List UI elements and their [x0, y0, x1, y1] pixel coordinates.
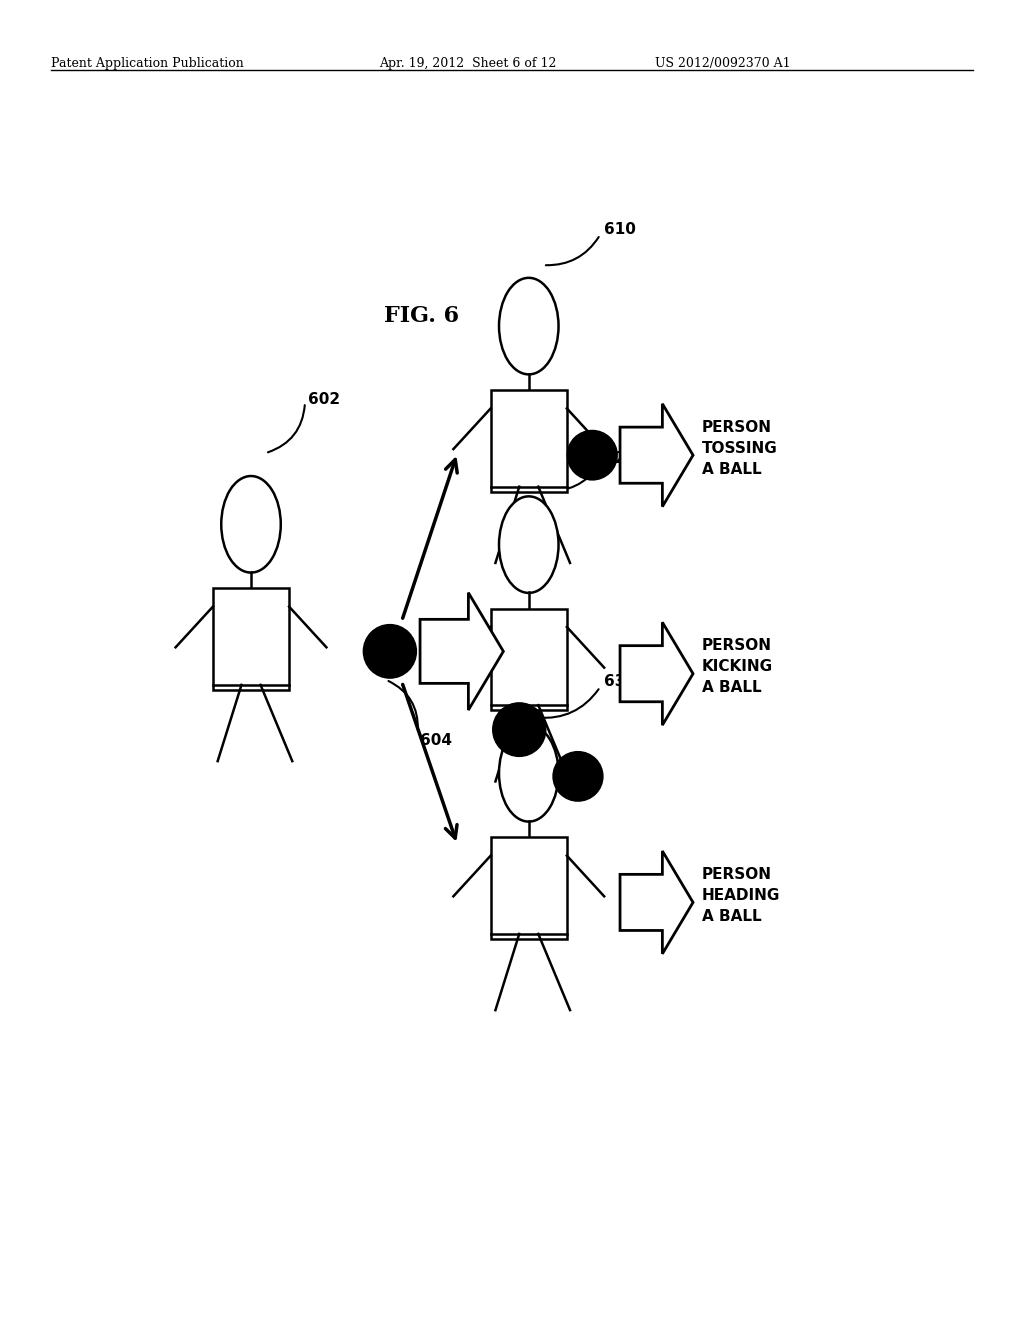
Text: US 2012/0092370 A1: US 2012/0092370 A1	[655, 57, 791, 70]
Ellipse shape	[499, 725, 558, 821]
Text: 602: 602	[308, 392, 340, 407]
Ellipse shape	[499, 277, 558, 375]
Text: Apr. 19, 2012  Sheet 6 of 12: Apr. 19, 2012 Sheet 6 of 12	[379, 57, 556, 70]
Polygon shape	[620, 622, 693, 725]
Bar	[213, 589, 289, 690]
Text: PERSON
KICKING
A BALL: PERSON KICKING A BALL	[701, 638, 773, 696]
Ellipse shape	[364, 624, 416, 677]
Text: Patent Application Publication: Patent Application Publication	[51, 57, 244, 70]
Text: 610: 610	[604, 222, 636, 238]
Text: PERSON
HEADING
A BALL: PERSON HEADING A BALL	[701, 867, 780, 924]
Polygon shape	[620, 851, 693, 954]
Bar	[490, 837, 567, 939]
Bar	[490, 391, 567, 492]
Text: 620: 620	[604, 450, 636, 466]
Polygon shape	[620, 404, 693, 507]
Bar	[490, 609, 567, 710]
Ellipse shape	[567, 430, 616, 479]
Ellipse shape	[493, 704, 546, 756]
Ellipse shape	[499, 496, 558, 593]
Ellipse shape	[221, 477, 281, 573]
Ellipse shape	[553, 752, 602, 801]
Text: 630: 630	[604, 675, 636, 689]
Text: FIG. 6: FIG. 6	[384, 305, 459, 327]
Polygon shape	[420, 593, 504, 710]
Text: PERSON
TOSSING
A BALL: PERSON TOSSING A BALL	[701, 420, 777, 477]
Text: 604: 604	[420, 734, 452, 748]
